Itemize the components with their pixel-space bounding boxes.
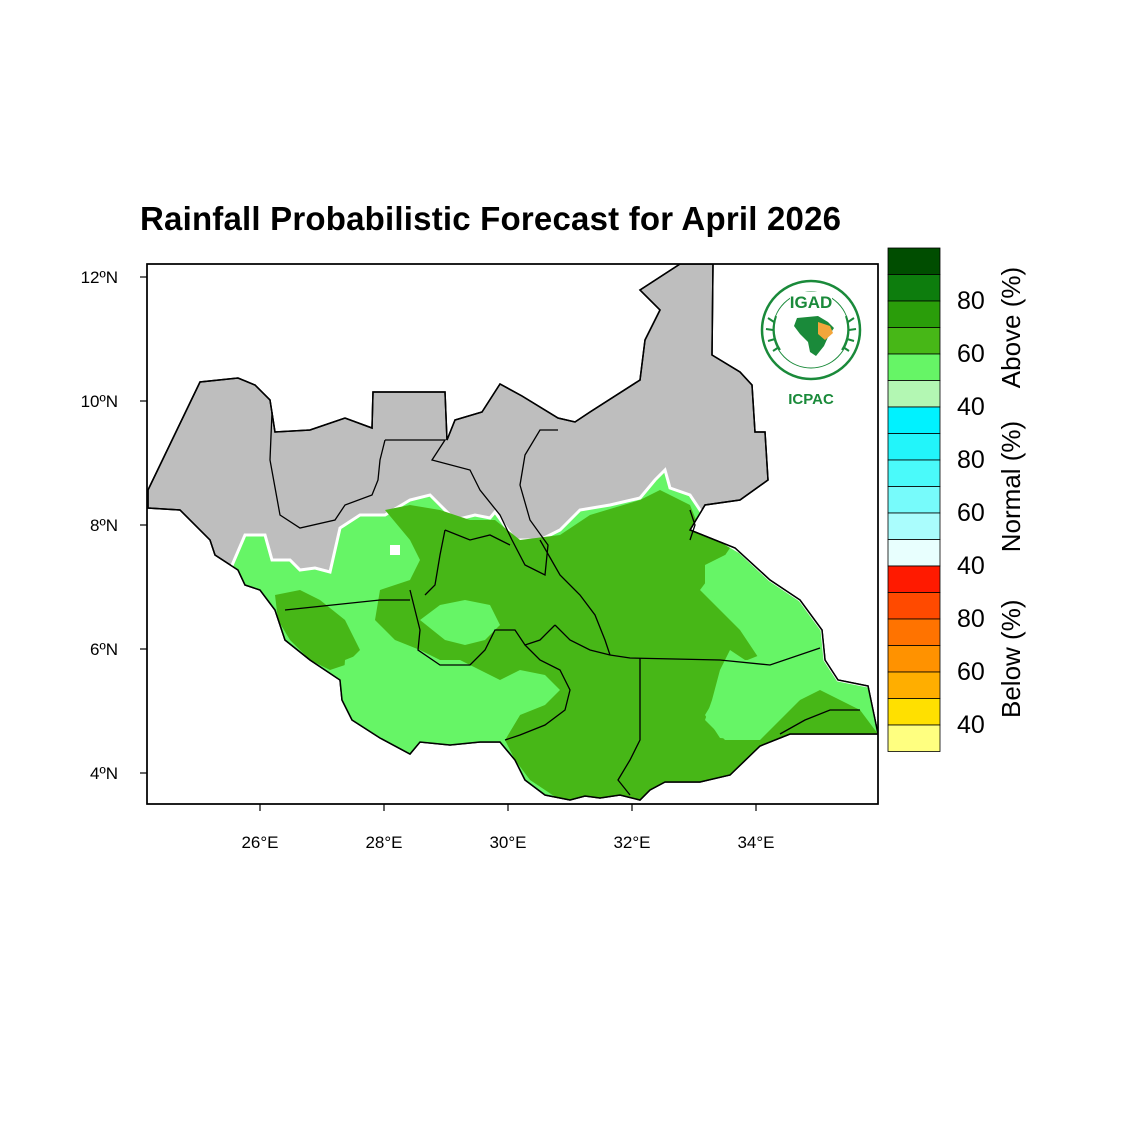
above-normal-40-pocket-east xyxy=(705,555,800,640)
colorbar-tick-label: 80 xyxy=(957,446,985,474)
colorbar-tick-label: 60 xyxy=(957,658,985,686)
colorbar-swatch xyxy=(887,247,941,275)
lon-tick-label: 30°E xyxy=(489,833,526,852)
colorbar-tick-label: 60 xyxy=(957,499,985,527)
lat-tick-label: 8ºN xyxy=(90,516,118,535)
probability-colorbar: 80 60 40 Above (%) 80 60 40 Normal (%) 80 60 40 Bel… xyxy=(887,247,1026,752)
colorbar-swatch xyxy=(887,671,941,699)
colorbar-swatch xyxy=(887,486,941,514)
colorbar-swatch xyxy=(887,539,941,567)
igad-icpac-logo: IGAD ICPAC xyxy=(756,278,866,408)
lat-tick-label: 6ºN xyxy=(90,640,118,659)
above-normal-50-region-west xyxy=(275,590,360,670)
lon-tick-label: 34°E xyxy=(737,833,774,852)
colorbar-swatch xyxy=(887,433,941,461)
colorbar-swatch xyxy=(887,565,941,593)
state-borders xyxy=(269,411,860,796)
colorbar-swatch xyxy=(887,327,941,355)
colorbar-swatch xyxy=(887,459,941,487)
colorbar-group-title: Above (%) xyxy=(996,267,1026,388)
lon-tick-label: 26°E xyxy=(241,833,278,852)
colorbar-swatch xyxy=(887,724,941,752)
lat-tick-label: 10ºN xyxy=(81,392,118,411)
logo-acronym: IGAD xyxy=(790,293,833,312)
colorbar-swatch xyxy=(887,353,941,381)
above-normal-40-pocket-southeast xyxy=(705,655,805,740)
lat-tick-label: 12ºN xyxy=(81,268,118,287)
above-normal-40-pocket-north xyxy=(420,600,500,645)
missing-cell xyxy=(390,545,400,555)
map-title: Rainfall Probabilistic Forecast for Apri… xyxy=(140,200,842,237)
colorbar-swatch xyxy=(887,592,941,620)
colorbar-swatch xyxy=(887,380,941,408)
colorbar-tick-label: 60 xyxy=(957,340,985,368)
colorbar-tick-label: 40 xyxy=(957,552,985,580)
colorbar-tick-label: 80 xyxy=(957,605,985,633)
above-normal-40-pocket-southwest xyxy=(342,650,520,754)
lat-tick-label: 4ºN xyxy=(90,764,118,783)
lon-tick-label: 32°E xyxy=(613,833,650,852)
lon-tick-label: 28°E xyxy=(365,833,402,852)
colorbar-group-title: Normal (%) xyxy=(996,421,1026,552)
colorbar-swatch xyxy=(887,512,941,540)
colorbar-group-title: Below (%) xyxy=(996,600,1026,718)
colorbar-swatch xyxy=(887,300,941,328)
colorbar-swatch xyxy=(887,645,941,673)
colorbar-tick-label: 40 xyxy=(957,711,985,739)
country-outline xyxy=(147,264,878,801)
logo-center-name: ICPAC xyxy=(788,391,834,408)
colorbar-swatch xyxy=(887,274,941,302)
lat-axis: 12ºN 10ºN 8ºN 6ºN 4ºN xyxy=(81,268,147,783)
colorbar-tick-label: 80 xyxy=(957,287,985,315)
colorbar-tick-label: 40 xyxy=(957,393,985,421)
above-normal-50-region-central xyxy=(375,490,878,800)
colorbar-swatch xyxy=(887,618,941,646)
lon-axis: 26°E 28°E 30°E 32°E 34°E xyxy=(241,804,775,852)
colorbar-swatch xyxy=(887,406,941,434)
colorbar-swatch xyxy=(887,698,941,726)
